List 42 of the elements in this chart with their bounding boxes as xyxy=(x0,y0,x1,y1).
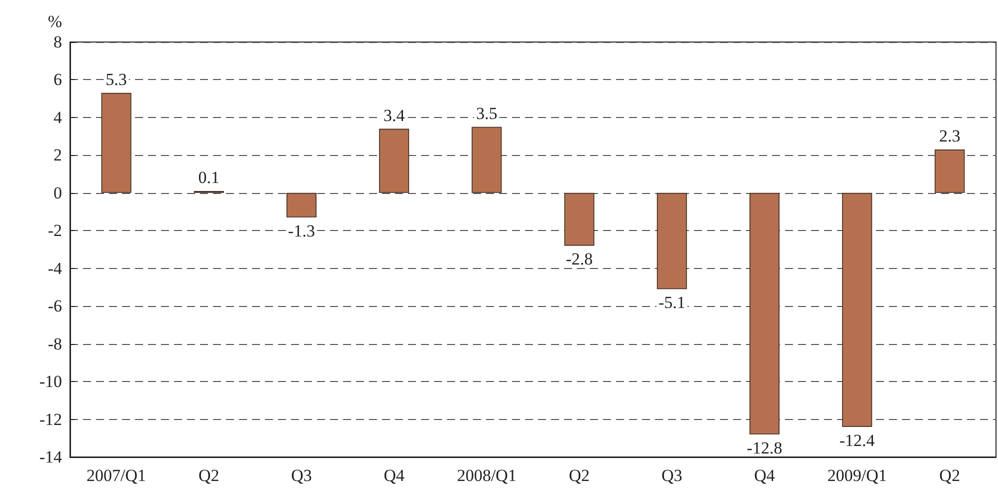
x-tick-label: 2008/Q1 xyxy=(456,466,516,485)
y-tick-label: 4 xyxy=(54,108,62,127)
data-label: -12.8 xyxy=(746,438,782,458)
data-label: 0.1 xyxy=(198,168,220,188)
x-tick-label: Q3 xyxy=(291,466,312,485)
y-tick-label: -10 xyxy=(39,372,62,392)
bar xyxy=(656,192,687,290)
y-tick-label: -14 xyxy=(39,448,62,466)
y-tick-label: -2 xyxy=(48,221,62,240)
x-tick-label: Q2 xyxy=(568,466,590,485)
bar xyxy=(101,92,132,193)
x-tick-label: 2007/Q1 xyxy=(86,466,146,485)
bar xyxy=(472,126,502,193)
y-tick-label: -6 xyxy=(48,296,62,316)
y-tick-label: 8 xyxy=(54,32,62,52)
data-label: -12.4 xyxy=(839,430,876,450)
bar xyxy=(564,192,594,246)
y-tick-label: 0 xyxy=(54,183,62,202)
data-label: 5.3 xyxy=(106,70,127,89)
x-tick-label: Q3 xyxy=(662,466,682,485)
bar xyxy=(286,192,316,218)
y-axis-title: % xyxy=(48,12,62,31)
y-tick-label: -12 xyxy=(39,410,62,429)
x-tick-label: Q2 xyxy=(198,466,220,485)
y-tick-label: 2 xyxy=(54,146,62,165)
data-label: -5.1 xyxy=(658,293,686,312)
data-label: -1.3 xyxy=(288,221,315,240)
x-tick-label: 2009/Q1 xyxy=(827,466,887,485)
data-label: 3.5 xyxy=(476,104,498,123)
x-tick-label: Q2 xyxy=(939,466,960,485)
y-tick-label: 6 xyxy=(54,70,62,90)
y-tick-label: -8 xyxy=(48,334,62,354)
bar xyxy=(750,192,780,434)
x-tick-label: Q4 xyxy=(384,466,405,485)
y-tick-label: -4 xyxy=(48,258,62,278)
bar xyxy=(842,192,872,427)
data-label: 2.3 xyxy=(939,126,960,146)
bar xyxy=(934,150,965,193)
data-label: -2.8 xyxy=(566,250,593,269)
bar xyxy=(379,128,410,193)
x-tick-label: Q4 xyxy=(754,466,776,485)
data-label: 3.4 xyxy=(383,106,406,125)
